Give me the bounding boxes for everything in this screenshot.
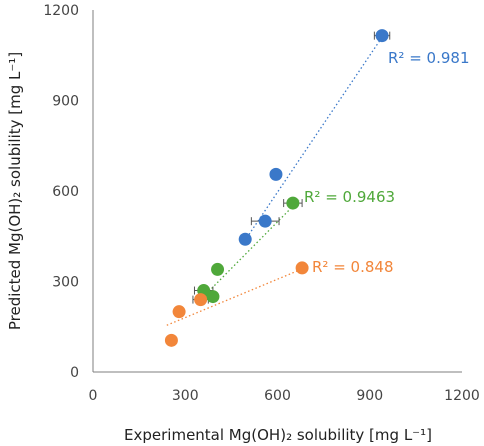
- data-point: [238, 232, 252, 246]
- y-tick-label: 600: [52, 184, 79, 200]
- y-axis-title: Predicted Mg(OH)₂ solubility [mg L⁻¹]: [6, 52, 24, 330]
- data-point: [258, 214, 272, 228]
- x-tick-label: 300: [172, 388, 199, 404]
- data-point: [269, 167, 283, 181]
- r-squared-label: R² = 0.981: [388, 49, 469, 67]
- r-squared-label: R² = 0.848: [312, 258, 393, 276]
- x-axis-title: Experimental Mg(OH)₂ solubility [mg L⁻¹]: [124, 426, 432, 444]
- trendline: [166, 265, 309, 326]
- y-tick-label: 1200: [43, 3, 79, 19]
- data-point: [172, 305, 186, 319]
- x-tick-label: 900: [356, 388, 383, 404]
- r-squared-labels: R² = 0.981 R² = 0.9463 R² = 0.848: [304, 49, 469, 276]
- data-point: [375, 29, 389, 43]
- y-tick-label: 0: [70, 365, 79, 381]
- trendline: [197, 199, 300, 304]
- data-points: [164, 29, 389, 347]
- data-point: [211, 262, 225, 276]
- data-point: [286, 196, 300, 210]
- y-tick-label: 900: [52, 94, 79, 110]
- y-tick-label: 300: [52, 275, 79, 291]
- y-tick-labels: 0 300 600 900 1200: [43, 3, 79, 381]
- axes: [92, 10, 462, 373]
- trendline: [246, 32, 386, 239]
- data-point: [206, 290, 220, 304]
- x-tick-label: 1200: [444, 388, 480, 404]
- data-point: [194, 293, 208, 307]
- x-tick-labels: 0 300 600 900 1200: [89, 388, 480, 404]
- data-point: [295, 261, 309, 275]
- x-tick-label: 600: [264, 388, 291, 404]
- data-point: [164, 333, 178, 347]
- r-squared-label: R² = 0.9463: [304, 188, 395, 206]
- trendlines: [166, 32, 386, 326]
- x-tick-label: 0: [89, 388, 98, 404]
